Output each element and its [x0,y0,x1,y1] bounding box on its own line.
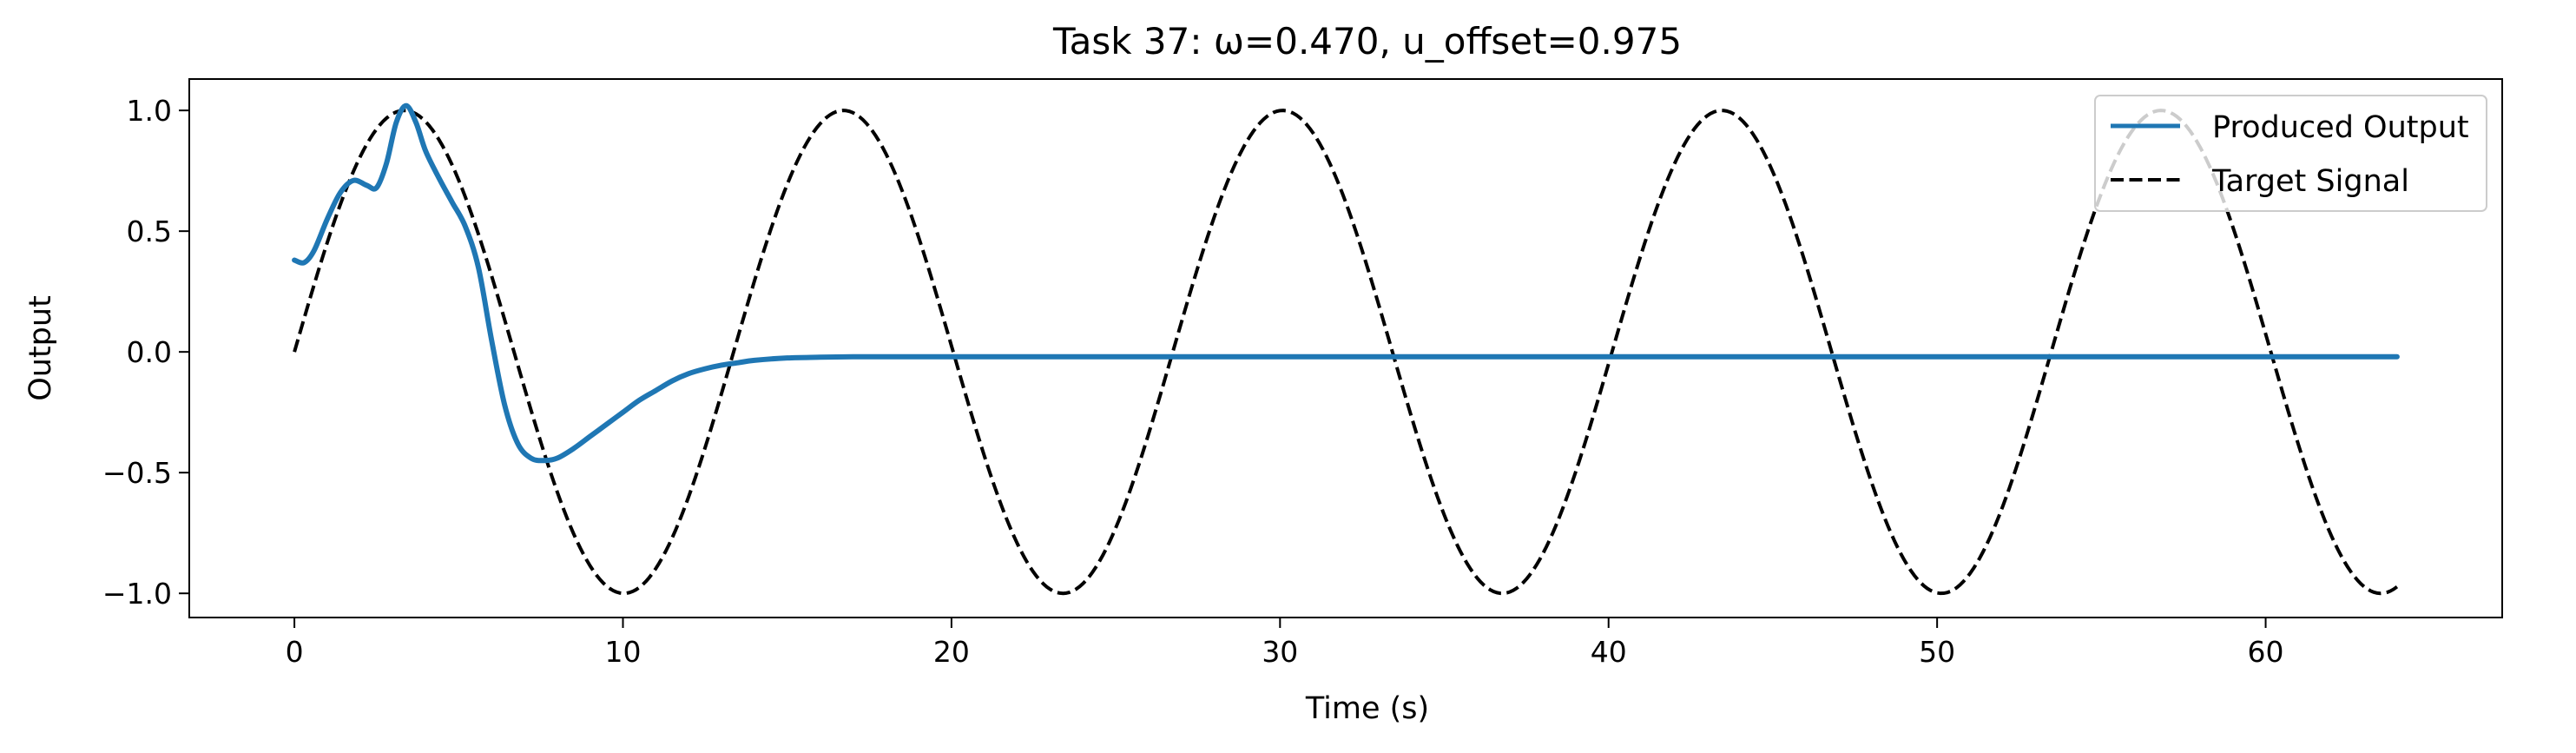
series-line-produced-output [292,102,2400,464]
plot-area [188,78,2503,618]
y-tick-label: 1.0 [127,94,172,128]
chart-title: Task 37: ω=0.470, u_offset=0.975 [1052,20,1682,63]
legend-label-target-signal: Target Signal [2211,164,2409,199]
x-axis-label: Time (s) [1305,691,1429,726]
y-axis-label: Output [23,295,58,401]
y-tick-label: −1.0 [102,577,172,611]
x-tick-label: 50 [1919,635,1955,669]
y-axis-ticks: −1.0 −0.5 0.0 0.5 1.0 [102,94,189,611]
y-tick-label: 0.5 [127,215,172,248]
x-tick-label: 10 [605,635,642,669]
series-line-target-signal [293,109,2399,596]
x-tick-label: 20 [933,635,970,669]
y-tick-label: −0.5 [102,456,172,490]
legend-box [2094,95,2487,212]
x-tick-label: 60 [2248,635,2284,669]
x-tick-label: 0 [286,635,304,669]
legend: Produced Output Target Signal [2094,95,2487,212]
x-axis-ticks: 0 10 20 30 40 50 60 [286,618,2284,669]
plot-frame [188,78,2503,618]
legend-label-produced-output: Produced Output [2212,110,2469,145]
y-tick-label: 0.0 [127,335,172,369]
series-layer [292,102,2400,596]
x-tick-label: 30 [1262,635,1298,669]
x-tick-label: 40 [1591,635,1627,669]
